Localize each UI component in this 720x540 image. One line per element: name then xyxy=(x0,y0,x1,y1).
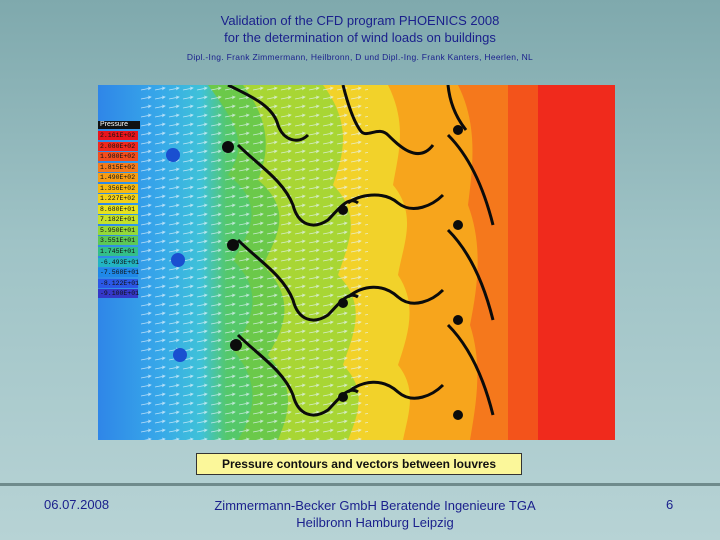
pressure-contour-image xyxy=(98,85,615,440)
legend-entry: 7.182E+01 xyxy=(98,215,138,225)
legend-entry: 2.080E+02 xyxy=(98,141,138,151)
legend-entry: 3.551E+01 xyxy=(98,236,138,246)
legend-entry: 1.356E+02 xyxy=(98,183,138,193)
company-locations: Heilbronn Hamburg Leipzig xyxy=(296,515,454,530)
legend-entry: 8.680E+01 xyxy=(98,204,138,214)
pressure-legend: 2.161E+02 2.080E+02 1.980E+02 1.815E+02 1.49… xyxy=(98,131,140,300)
page-number: 6 xyxy=(666,497,674,512)
footer-company: Zimmermann-Becker GmbH Beratende Ingenie… xyxy=(180,497,570,531)
legend-entry: 1.980E+02 xyxy=(98,152,138,162)
legend-entry: -8.122E+01 xyxy=(98,278,140,288)
legend-entry: -7.568E+01 xyxy=(98,268,140,278)
legend-entry: 2.161E+02 xyxy=(98,131,138,140)
legend-entry: -9.100E+01 xyxy=(98,289,140,299)
footer-divider xyxy=(0,483,720,486)
title-line-2: for the determination of wind loads on b… xyxy=(224,30,496,45)
footer-date: 06.07.2008 xyxy=(44,497,110,512)
legend-title: Pressure xyxy=(98,121,140,129)
legend-entry: -6.493E+01 xyxy=(98,257,140,267)
legend-entry: 5.950E+01 xyxy=(98,225,138,235)
figure-caption: Pressure contours and vectors between lo… xyxy=(196,453,522,475)
title-line-1: Validation of the CFD program PHOENICS 2… xyxy=(220,13,500,28)
legend-entry: 1.815E+02 xyxy=(98,162,138,172)
company-name: Zimmermann-Becker GmbH Beratende Ingenie… xyxy=(214,498,536,513)
legend-entry: 1.745E+01 xyxy=(98,247,138,257)
cfd-pressure-figure xyxy=(98,85,615,440)
authors-line: Dipl.-Ing. Frank Zimmermann, Heilbronn, … xyxy=(186,52,534,62)
legend-entry: 1.227E+02 xyxy=(98,194,138,204)
legend-entry: 1.490E+02 xyxy=(98,173,138,183)
